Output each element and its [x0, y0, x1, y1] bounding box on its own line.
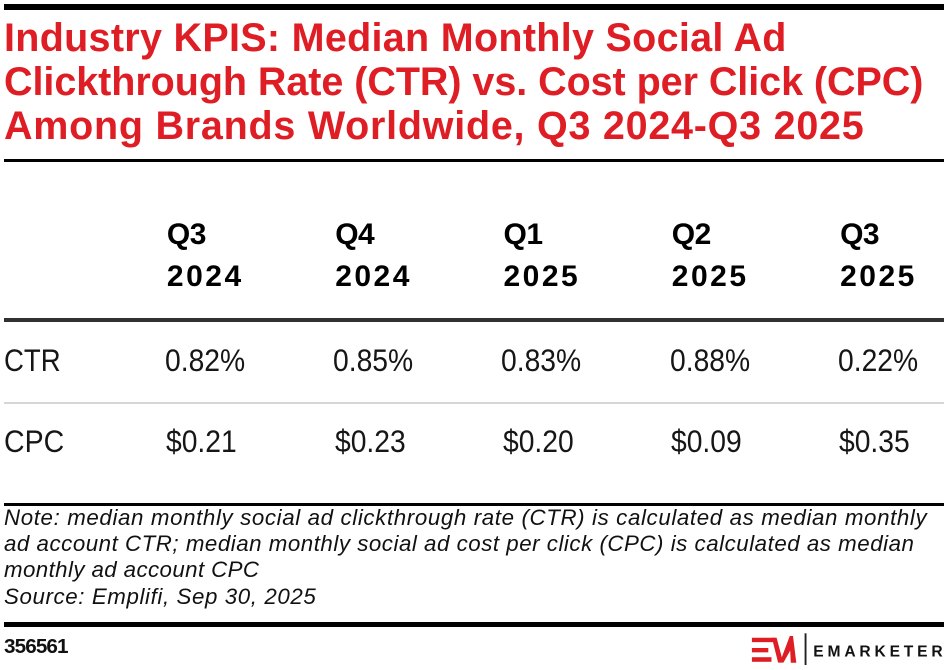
svg-text:EMARKETER: EMARKETER: [813, 643, 946, 660]
